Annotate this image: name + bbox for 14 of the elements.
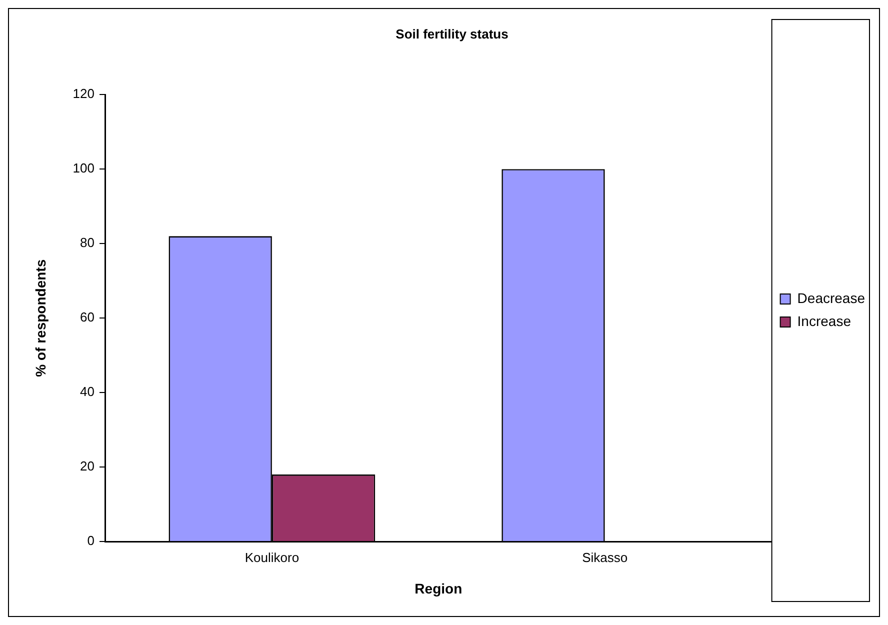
y-tick-label: 100 (72, 160, 94, 176)
legend-label: Deacrease (797, 290, 866, 306)
y-tick-label: 60 (80, 310, 94, 325)
y-tick-label: 0 (87, 533, 94, 548)
x-tick-label: Sikasso (582, 550, 628, 565)
y-axis-title: % of respondents (32, 259, 48, 377)
y-tick-label: 80 (80, 235, 94, 250)
x-tick-label: Koulikoro (244, 550, 300, 565)
y-tick-label: 120 (72, 86, 94, 102)
legend-label: Increase (797, 312, 852, 329)
x-axis-title: Region (414, 580, 462, 596)
chart-title: Soil fertility status (396, 26, 508, 42)
y-tick-label: 40 (80, 384, 94, 400)
y-tick-label: 20 (80, 458, 94, 474)
